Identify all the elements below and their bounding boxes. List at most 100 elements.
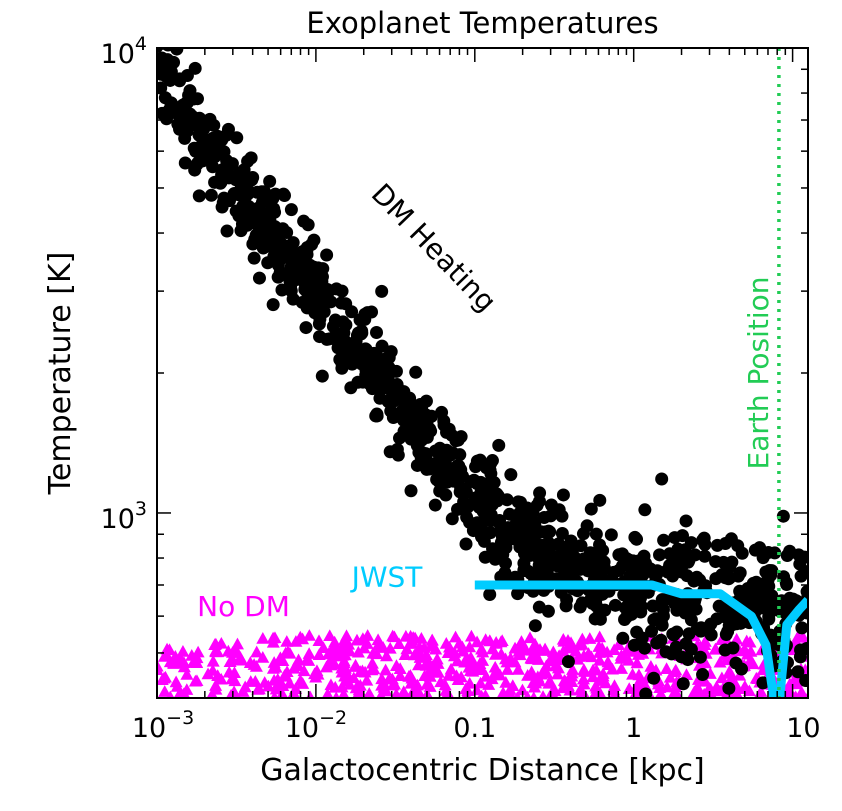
dm-heating-point [409, 365, 423, 379]
no-dm-point [185, 649, 199, 661]
no-dm-point [269, 682, 283, 695]
dm-heating-point [283, 274, 297, 288]
dm-heating-point [470, 454, 484, 468]
no-dm-point [404, 676, 418, 689]
no-dm-point [302, 629, 316, 641]
no-dm-point [787, 672, 801, 685]
no-dm-point [523, 690, 532, 698]
dm-heating-point [336, 315, 350, 329]
dm-heating-point [762, 579, 776, 593]
no-dm-point [512, 644, 526, 657]
dm-heating-point [561, 655, 575, 669]
no-dm-point [300, 652, 314, 665]
dm-heating-point [268, 187, 282, 201]
no-dm-point [292, 653, 306, 666]
dm-heating-point [780, 578, 794, 592]
dm-heating-point [404, 484, 418, 498]
no-dm-point [256, 632, 270, 644]
dm-heating-point [397, 413, 411, 427]
no-dm-point [211, 645, 225, 658]
dm-heating-point [285, 246, 299, 260]
dm-heating-point [675, 529, 689, 543]
dm-heating-point [454, 480, 468, 494]
dm-heating-point [460, 510, 474, 524]
dm-heating-point [589, 527, 603, 541]
dm-heating-point [261, 256, 275, 270]
no-dm-point [449, 630, 463, 643]
no-dm-point [328, 680, 342, 693]
no-dm-point [632, 675, 646, 688]
dm-heating-point [630, 532, 644, 546]
dm-heating-point [359, 368, 373, 382]
dm-heating-point [483, 587, 497, 601]
dm-heating-point [717, 610, 731, 624]
no-dm-point [306, 690, 315, 698]
dm-heating-point [236, 199, 250, 213]
no-dm-point [538, 690, 548, 698]
dm-heating-point [335, 357, 349, 371]
no-dm-point [530, 691, 538, 698]
dm-heating-point [584, 502, 598, 516]
dm-heating-point [655, 472, 669, 486]
no-dm-point [402, 670, 416, 682]
no-dm-point [713, 655, 727, 668]
y-tick-label: 103 [101, 498, 147, 535]
dm-heating-point [499, 536, 513, 550]
dm-heating-point [759, 601, 773, 615]
no-dm-point [514, 635, 528, 647]
no-dm-point [488, 648, 502, 660]
dm-heating-point [712, 599, 726, 613]
dm-heating-point [271, 258, 285, 272]
dm-heating-point [615, 547, 629, 561]
dm-heating-point [670, 625, 684, 639]
no-dm-point [525, 665, 539, 678]
dm-heating-point [593, 493, 607, 507]
dm-heating-point [153, 28, 166, 41]
dm-heating-point [284, 284, 298, 298]
no-dm-point [321, 687, 334, 698]
no-dm-point [404, 629, 418, 642]
no-dm-point [365, 663, 379, 676]
dm-heating-point [312, 262, 326, 276]
dm-heating-point [423, 422, 437, 436]
dm-heating-point [307, 233, 321, 247]
no-dm-point [439, 684, 453, 696]
dm-heating-point [440, 475, 454, 489]
dm-heating-point [370, 325, 384, 339]
no-dm-point [631, 648, 645, 660]
no-dm-point [221, 644, 235, 657]
no-dm-point [398, 648, 412, 661]
dm-heating-point [190, 92, 204, 106]
no-dm-point [421, 654, 435, 667]
data-layer [153, 11, 808, 698]
no-dm-point [233, 653, 247, 666]
dm-heating-point [698, 549, 712, 563]
dm-heating-point [474, 519, 488, 533]
no-dm-point [157, 650, 171, 662]
dm-heating-point [191, 156, 205, 170]
no-dm-point [488, 660, 502, 673]
no-dm-point [593, 653, 607, 666]
no-dm-point [429, 642, 443, 655]
dm-heating-point [794, 569, 808, 583]
no-dm-point [360, 637, 374, 649]
no-dm-point [269, 660, 283, 673]
dm-heating-point [180, 96, 194, 110]
no-dm-point [316, 641, 330, 653]
dm-heating-point [791, 665, 805, 679]
dm-heating-point [704, 617, 718, 631]
no-dm-point [439, 637, 453, 649]
dm-heating-point [645, 624, 659, 638]
dm-heating-point [743, 596, 757, 610]
chart-title: Exoplanet Temperatures [306, 6, 658, 40]
dm-heating-point [284, 203, 298, 217]
no-dm-point [412, 686, 426, 698]
dm-heating-point [435, 405, 449, 419]
dm-heating-point [164, 11, 177, 24]
dm-heating-point [704, 628, 718, 642]
no-dm-point [425, 633, 439, 646]
dm-heating-point [186, 110, 200, 124]
no-dm-point [533, 643, 547, 655]
dm-heating-point [709, 555, 723, 569]
no-dm-point [612, 638, 626, 651]
